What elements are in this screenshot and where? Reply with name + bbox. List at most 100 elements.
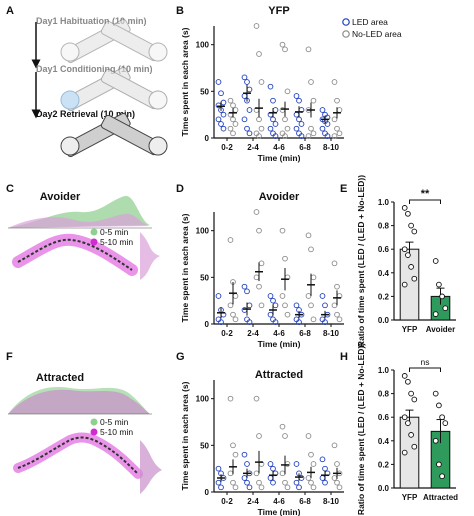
data-point: [241, 116, 248, 123]
chart-title: Avoider: [259, 191, 300, 203]
legend-label: No-LED area: [352, 29, 402, 39]
data-point: [336, 316, 343, 323]
data-point: [442, 305, 449, 312]
data-point: [218, 484, 224, 491]
data-point: [293, 93, 300, 99]
data-point: [218, 121, 224, 127]
y-tick-label: 0.4: [378, 437, 390, 446]
x-tick-label: 8-10: [323, 329, 340, 338]
legend-marker-0-5: [90, 228, 98, 236]
step-retrieval: Day2 Retrieval (10 min): [36, 109, 135, 119]
data-point: [308, 79, 314, 85]
data-point: [244, 479, 250, 486]
data-point: [442, 420, 449, 426]
chart-D: 0 50 100 0-2 2-4 4-6 6-8 8-10 Time (min) Time spe…: [180, 191, 344, 349]
data-point: [401, 373, 408, 379]
data-point: [296, 116, 302, 123]
data-point: [308, 125, 314, 132]
data-point: [310, 316, 317, 323]
data-point: [411, 228, 418, 235]
data-point: [284, 88, 291, 95]
y-tick-label: 100: [196, 41, 210, 50]
panel-label-d: D: [176, 183, 184, 195]
y-tick-label: 50: [200, 441, 209, 450]
y-tick-label: 0.6: [378, 245, 390, 254]
data-point: [272, 133, 279, 139]
data-point: [319, 107, 326, 113]
data-point: [331, 475, 338, 481]
trajectory-path: [13, 432, 143, 479]
x-axis-label: Time (min): [258, 507, 301, 516]
y-tick-label: 50: [200, 273, 209, 282]
data-point: [408, 222, 414, 229]
data-point: [405, 378, 411, 385]
chart-title: Attracted: [255, 369, 303, 381]
data-point: [230, 102, 236, 109]
data-point: [230, 116, 236, 123]
y-tick-label: 0.4: [378, 269, 390, 278]
data-point: [310, 97, 317, 104]
data-point: [334, 125, 340, 132]
x-tick-label: YFP: [402, 325, 418, 334]
data-point: [436, 281, 442, 288]
data-point: [308, 451, 314, 458]
data-point: [293, 461, 300, 467]
data-point: [253, 274, 260, 281]
panel-label-b: B: [176, 5, 184, 17]
y-axis-label: Ratio of time spent (LED / (LED + No-LED…: [356, 343, 366, 515]
data-point: [282, 433, 288, 439]
data-point: [270, 97, 276, 104]
data-point: [230, 311, 236, 318]
legend-marker: [342, 30, 350, 38]
data-point: [230, 442, 236, 449]
data-point: [244, 79, 250, 85]
panel-label-f: F: [6, 351, 13, 363]
data-point: [267, 475, 274, 481]
data-point: [270, 116, 276, 123]
data-point: [331, 442, 338, 449]
data-point: [267, 461, 274, 467]
data-point: [215, 116, 222, 123]
legend-marker: [342, 18, 350, 26]
data-point: [296, 484, 302, 491]
data-point: [246, 302, 253, 309]
data-point: [227, 470, 234, 477]
data-point: [241, 93, 248, 99]
data-point: [232, 121, 239, 127]
data-point: [246, 319, 253, 325]
data-point: [401, 414, 408, 421]
data-point: [256, 479, 262, 486]
data-point: [401, 205, 408, 211]
legend-label-0-5: 0-5 min: [100, 227, 129, 237]
data-point: [296, 97, 302, 104]
maze-icon: [60, 66, 168, 112]
data-point: [432, 258, 439, 264]
data-point: [334, 97, 340, 104]
data-point: [331, 133, 338, 139]
x-tick-label: 4-6: [273, 497, 285, 506]
data-point: [232, 107, 239, 113]
data-point: [305, 232, 312, 239]
data-point: [241, 451, 248, 458]
data-point: [432, 311, 439, 317]
data-point: [220, 111, 227, 118]
side-distribution: [140, 232, 160, 280]
data-point: [258, 260, 265, 267]
data-point: [232, 451, 239, 458]
data-point: [253, 23, 260, 29]
data-point: [336, 107, 343, 113]
y-tick-label: 1.0: [378, 366, 390, 375]
data-point: [270, 479, 276, 486]
data-point: [256, 51, 262, 57]
data-point: [334, 283, 340, 290]
data-point: [322, 302, 328, 309]
data-point: [319, 475, 326, 481]
data-point: [284, 311, 291, 318]
data-point: [279, 41, 286, 48]
chart-title: YFP: [268, 5, 289, 17]
data-point: [331, 302, 338, 309]
data-point: [253, 395, 260, 402]
data-point: [218, 319, 224, 325]
data-point: [244, 125, 250, 132]
